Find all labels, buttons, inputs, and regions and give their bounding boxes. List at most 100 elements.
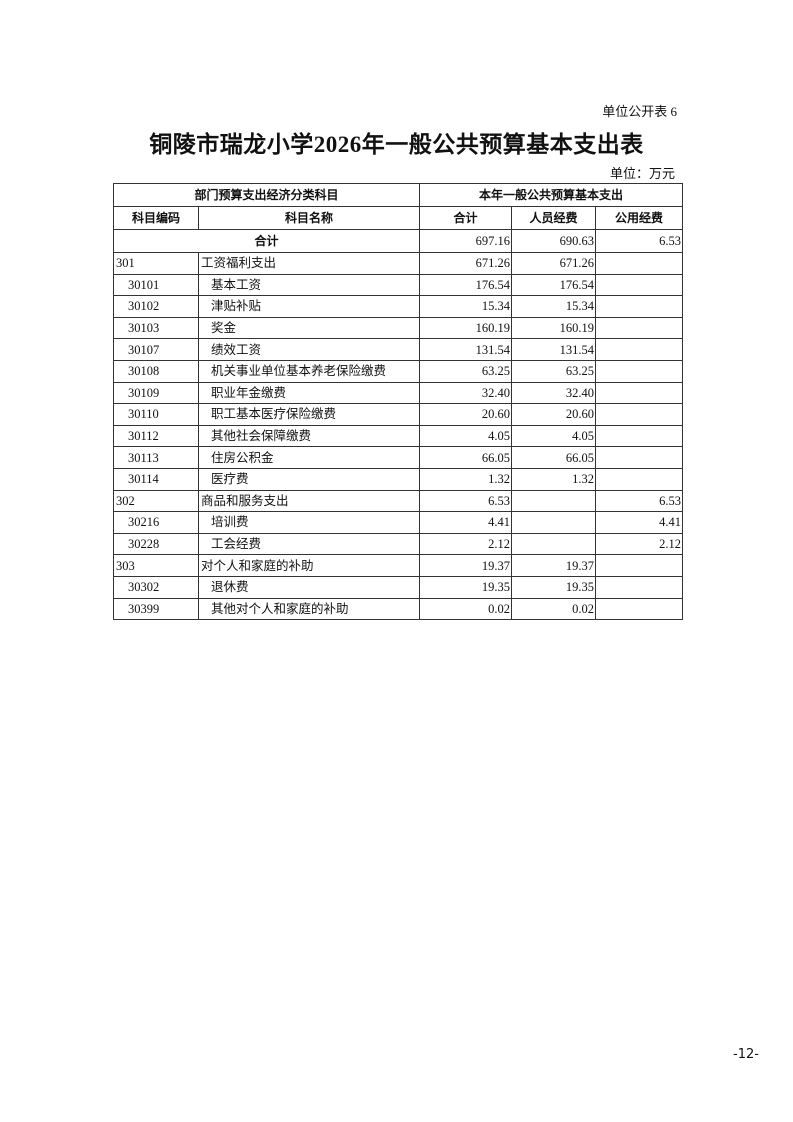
cell-personnel: 4.05: [511, 424, 597, 448]
cell-public: [595, 424, 684, 448]
cell-code: 303: [113, 554, 199, 577]
page-title: 铜陵市瑞龙小学2026年一般公共预算基本支出表: [149, 132, 644, 157]
table-row: 30110 职工基本医疗保险缴费 20.60 20.60: [113, 403, 684, 426]
table-row: 30109 职业年金缴费 32.40 32.40: [113, 381, 684, 405]
cell-total: 15.34: [419, 295, 513, 318]
table-row: 30399 其他对个人和家庭的补助 0.02 0.02: [113, 597, 684, 621]
cell-name: 住房公积金: [197, 446, 421, 469]
cell-total: 4.05: [419, 424, 513, 448]
cell-name: 津贴补贴: [197, 295, 421, 318]
cell-public: 6.53: [595, 489, 684, 513]
total-personnel: 690.63: [511, 229, 597, 253]
cell-personnel: 0.02: [511, 597, 597, 621]
cell-code: 30399: [113, 597, 199, 621]
col-header-name: 科目名称: [197, 206, 421, 230]
cell-total: 6.53: [419, 489, 513, 513]
cell-code: 30109: [113, 381, 199, 405]
group-header-expenditure: 本年一般公共预算基本支出: [419, 183, 684, 207]
cell-personnel: 176.54: [511, 273, 597, 297]
cell-personnel: [511, 511, 597, 534]
cell-public: [595, 597, 684, 621]
cell-public: [595, 381, 684, 405]
cell-name: 其他对个人和家庭的补助: [197, 597, 421, 621]
cell-code: 302: [113, 489, 199, 513]
table-row: 30228 工会经费 2.12 2.12: [113, 532, 684, 556]
cell-name: 培训费: [197, 511, 421, 534]
group-header-classification: 部门预算支出经济分类科目: [112, 183, 421, 207]
cell-public: [595, 338, 684, 361]
table-row: 30114 医疗费 1.32 1.32: [113, 467, 684, 491]
cell-public: [595, 446, 684, 469]
cell-public: [595, 467, 684, 491]
cell-name: 职业年金缴费: [197, 381, 421, 405]
table-row: 302 商品和服务支出 6.53 6.53: [113, 489, 684, 513]
cell-code: 30228: [113, 532, 199, 556]
table-row: 301 工资福利支出 671.26 671.26: [113, 252, 684, 275]
cell-personnel: 66.05: [511, 446, 597, 469]
cell-name: 绩效工资: [197, 338, 421, 361]
cell-total: 160.19: [419, 316, 513, 340]
table-row: 30102 津贴补贴 15.34 15.34: [113, 295, 684, 318]
cell-total: 63.25: [419, 359, 513, 383]
total-row: 合计 697.16 690.63 6.53: [112, 229, 684, 253]
table-row: 30112 其他社会保障缴费 4.05 4.05: [113, 424, 684, 448]
cell-name: 奖金: [197, 316, 421, 340]
cell-total: 32.40: [419, 381, 513, 405]
budget-table: 部门预算支出经济分类科目 本年一般公共预算基本支出 科目编码 科目名称 合计 人…: [112, 183, 684, 621]
cell-public: [595, 359, 684, 383]
cell-total: 4.41: [419, 511, 513, 534]
total-public: 6.53: [595, 229, 684, 253]
cell-total: 671.26: [419, 252, 513, 275]
cell-code: 30102: [113, 295, 199, 318]
form-label: 单位公开表 6: [602, 104, 677, 119]
cell-public: 2.12: [595, 532, 684, 556]
total-label: 合计: [112, 229, 421, 253]
table-row: 30108 机关事业单位基本养老保险缴费 63.25 63.25: [113, 359, 684, 383]
cell-total: 19.37: [419, 554, 513, 577]
cell-code: 30107: [113, 338, 199, 361]
cell-personnel: 671.26: [511, 252, 597, 275]
cell-public: [595, 316, 684, 340]
cell-public: [595, 273, 684, 297]
page-number: -12-: [733, 1047, 759, 1062]
col-header-total: 合计: [419, 206, 513, 230]
cell-name: 对个人和家庭的补助: [197, 554, 421, 577]
group-header-row: 部门预算支出经济分类科目 本年一般公共预算基本支出: [112, 183, 684, 207]
cell-name: 医疗费: [197, 467, 421, 491]
cell-public: [595, 403, 684, 426]
cell-code: 30101: [113, 273, 199, 297]
cell-personnel: 19.35: [511, 575, 597, 599]
col-header-public: 公用经费: [595, 206, 684, 230]
cell-personnel: 20.60: [511, 403, 597, 426]
cell-public: [595, 252, 684, 275]
cell-name: 退休费: [197, 575, 421, 599]
col-header-code: 科目编码: [113, 206, 199, 230]
cell-name: 其他社会保障缴费: [197, 424, 421, 448]
cell-personnel: 131.54: [511, 338, 597, 361]
table-row: 30113 住房公积金 66.05 66.05: [113, 446, 684, 469]
cell-code: 30113: [113, 446, 199, 469]
table-row: 30302 退休费 19.35 19.35: [113, 575, 684, 599]
cell-name: 工会经费: [197, 532, 421, 556]
table-row: 303 对个人和家庭的补助 19.37 19.37: [113, 554, 684, 577]
cell-personnel: 19.37: [511, 554, 597, 577]
cell-code: 30302: [113, 575, 199, 599]
cell-total: 176.54: [419, 273, 513, 297]
cell-code: 30114: [113, 467, 199, 491]
cell-code: 30110: [113, 403, 199, 426]
cell-name: 机关事业单位基本养老保险缴费: [197, 359, 421, 383]
table-row: 30107 绩效工资 131.54 131.54: [113, 338, 684, 361]
cell-public: [595, 575, 684, 599]
cell-personnel: [511, 489, 597, 513]
table-row: 30101 基本工资 176.54 176.54: [113, 273, 684, 297]
cell-name: 商品和服务支出: [197, 489, 421, 513]
cell-personnel: 15.34: [511, 295, 597, 318]
total-amount: 697.16: [419, 229, 513, 253]
cell-personnel: 32.40: [511, 381, 597, 405]
cell-code: 301: [113, 252, 199, 275]
cell-total: 1.32: [419, 467, 513, 491]
cell-code: 30103: [113, 316, 199, 340]
cell-code: 30216: [113, 511, 199, 534]
cell-total: 66.05: [419, 446, 513, 469]
cell-total: 2.12: [419, 532, 513, 556]
